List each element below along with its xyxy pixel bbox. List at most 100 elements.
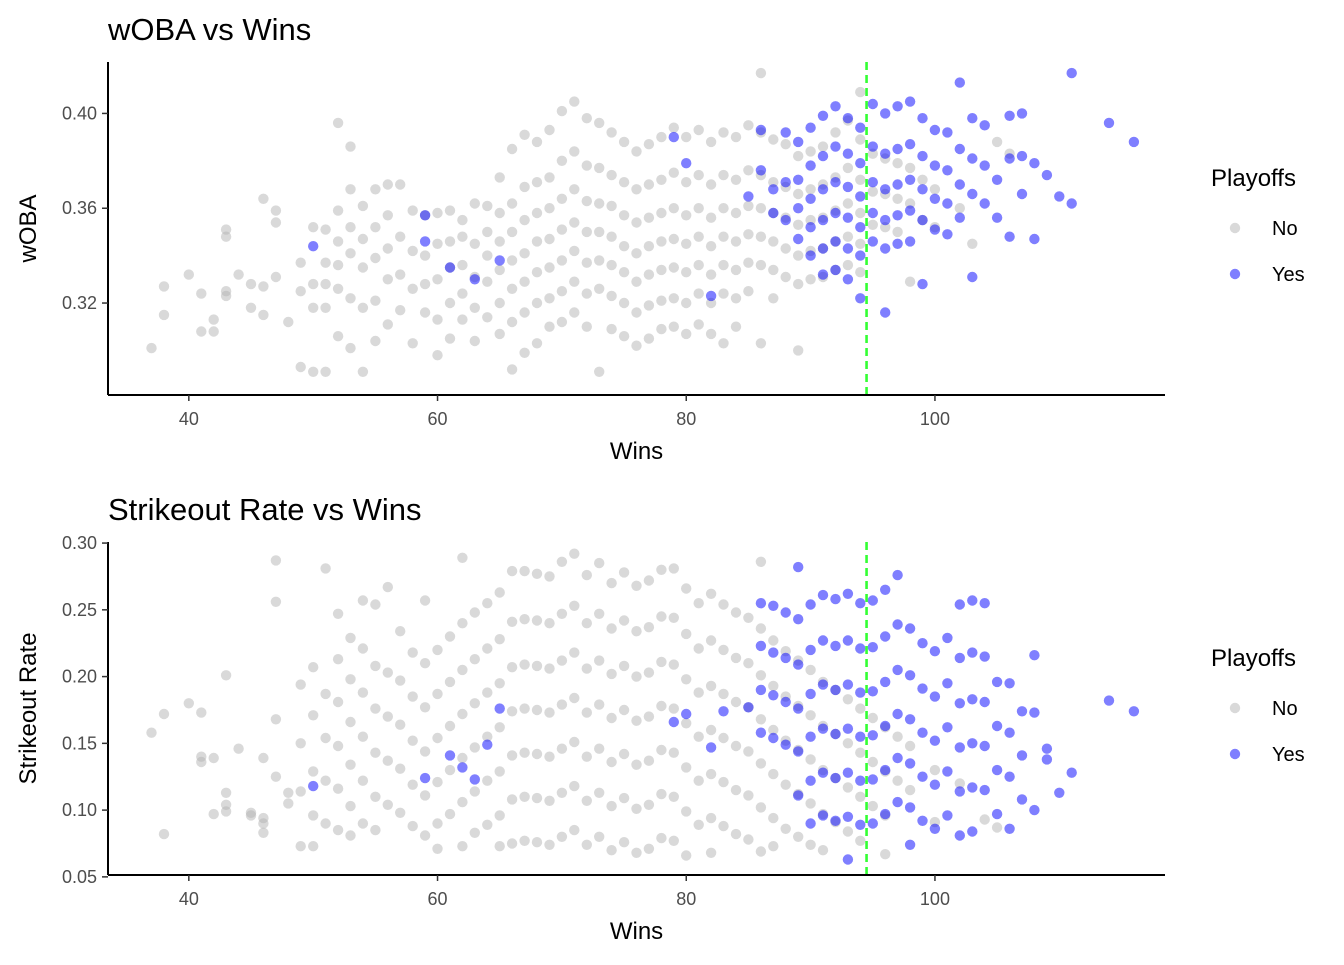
data-point-no (705, 136, 717, 148)
data-point-no (444, 764, 456, 776)
data-point-no (258, 827, 269, 838)
data-point-yes (917, 771, 928, 782)
data-point-no (444, 631, 456, 642)
data-point-no (382, 210, 393, 221)
data-point-no (196, 326, 207, 337)
data-point-no (519, 565, 530, 577)
data-point-yes (830, 684, 841, 696)
data-point-yes (1004, 231, 1015, 242)
data-point-no (768, 264, 779, 276)
data-point-yes (1004, 727, 1015, 738)
data-point-no (432, 776, 443, 788)
data-point-no (768, 841, 779, 852)
data-point-no (457, 231, 468, 242)
data-point-no (494, 841, 505, 852)
data-point-no (631, 184, 642, 195)
data-point-yes (793, 174, 804, 185)
data-point-no (208, 808, 219, 820)
data-point-no (419, 702, 431, 713)
data-point-yes (917, 214, 928, 226)
data-point-no (345, 800, 356, 812)
data-point-yes (892, 796, 903, 808)
data-point-no (506, 283, 518, 294)
data-point-no (780, 243, 791, 254)
data-point-no (743, 229, 754, 240)
data-point-no (793, 831, 804, 842)
data-point-yes (867, 686, 878, 697)
data-point-no (755, 67, 767, 79)
data-point-no (631, 217, 642, 228)
data-point-no (519, 347, 530, 358)
data-point-yes (967, 738, 978, 749)
data-point-no (419, 278, 431, 290)
data-point-no (718, 203, 729, 214)
data-point-no (519, 129, 530, 140)
data-point-no (855, 747, 866, 758)
data-point-yes (780, 177, 791, 188)
data-point-no (357, 643, 369, 654)
data-point-no (357, 366, 369, 377)
data-point-yes (855, 158, 866, 169)
data-point-yes (942, 810, 953, 821)
data-point-no (506, 616, 518, 627)
data-point-no (332, 824, 344, 836)
data-point-no (531, 748, 543, 760)
data-point-no (469, 827, 480, 838)
data-point-yes (444, 262, 456, 273)
data-point-no (581, 226, 592, 238)
data-point-yes (904, 758, 916, 769)
data-point-yes (805, 775, 816, 786)
data-point-no (618, 704, 630, 716)
data-point-yes (880, 184, 891, 195)
data-point-no (519, 248, 530, 259)
data-point-no (730, 607, 742, 618)
data-point-no (531, 568, 543, 579)
x-tick-label: 80 (676, 889, 696, 909)
legend-title: Playoffs (1211, 165, 1296, 192)
legend-key-yes (1229, 268, 1241, 280)
data-point-yes (768, 600, 779, 611)
data-point-no (805, 146, 816, 157)
data-point-no (332, 608, 344, 619)
data-point-yes (793, 561, 804, 573)
data-point-no (519, 614, 530, 625)
data-point-no (556, 787, 568, 798)
data-point-yes (830, 264, 841, 276)
data-point-yes (979, 598, 990, 609)
data-point-yes (419, 772, 431, 784)
y-tick-label: 0.15 (62, 733, 97, 753)
data-point-no (258, 309, 269, 321)
data-point-no (668, 791, 679, 802)
data-point-no (705, 724, 717, 736)
data-point-yes (805, 644, 816, 656)
data-point-no (569, 548, 580, 559)
data-point-yes (904, 174, 916, 185)
data-point-no (867, 756, 878, 768)
data-point-no (718, 338, 729, 349)
data-point-yes (929, 124, 941, 136)
data-point-no (693, 169, 704, 181)
data-point-no (656, 323, 667, 335)
data-point-yes (1004, 771, 1015, 782)
data-point-yes (842, 723, 854, 734)
data-point-no (718, 644, 729, 656)
data-point-no (407, 691, 418, 702)
data-point-no (332, 117, 344, 129)
data-point-no (320, 366, 331, 377)
data-point-yes (830, 640, 841, 652)
data-point-no (544, 707, 555, 718)
data-point-no (158, 828, 170, 840)
data-point-no (258, 818, 269, 829)
data-point-no (419, 595, 431, 606)
data-point-no (718, 776, 729, 788)
data-point-no (793, 219, 804, 230)
data-point-no (643, 711, 655, 722)
data-point-no (867, 219, 878, 230)
data-point-no (283, 798, 294, 809)
data-point-no (842, 694, 854, 705)
data-point-no (531, 837, 543, 848)
data-point-yes (817, 110, 829, 122)
data-point-no (681, 806, 692, 817)
data-point-no (419, 658, 431, 669)
